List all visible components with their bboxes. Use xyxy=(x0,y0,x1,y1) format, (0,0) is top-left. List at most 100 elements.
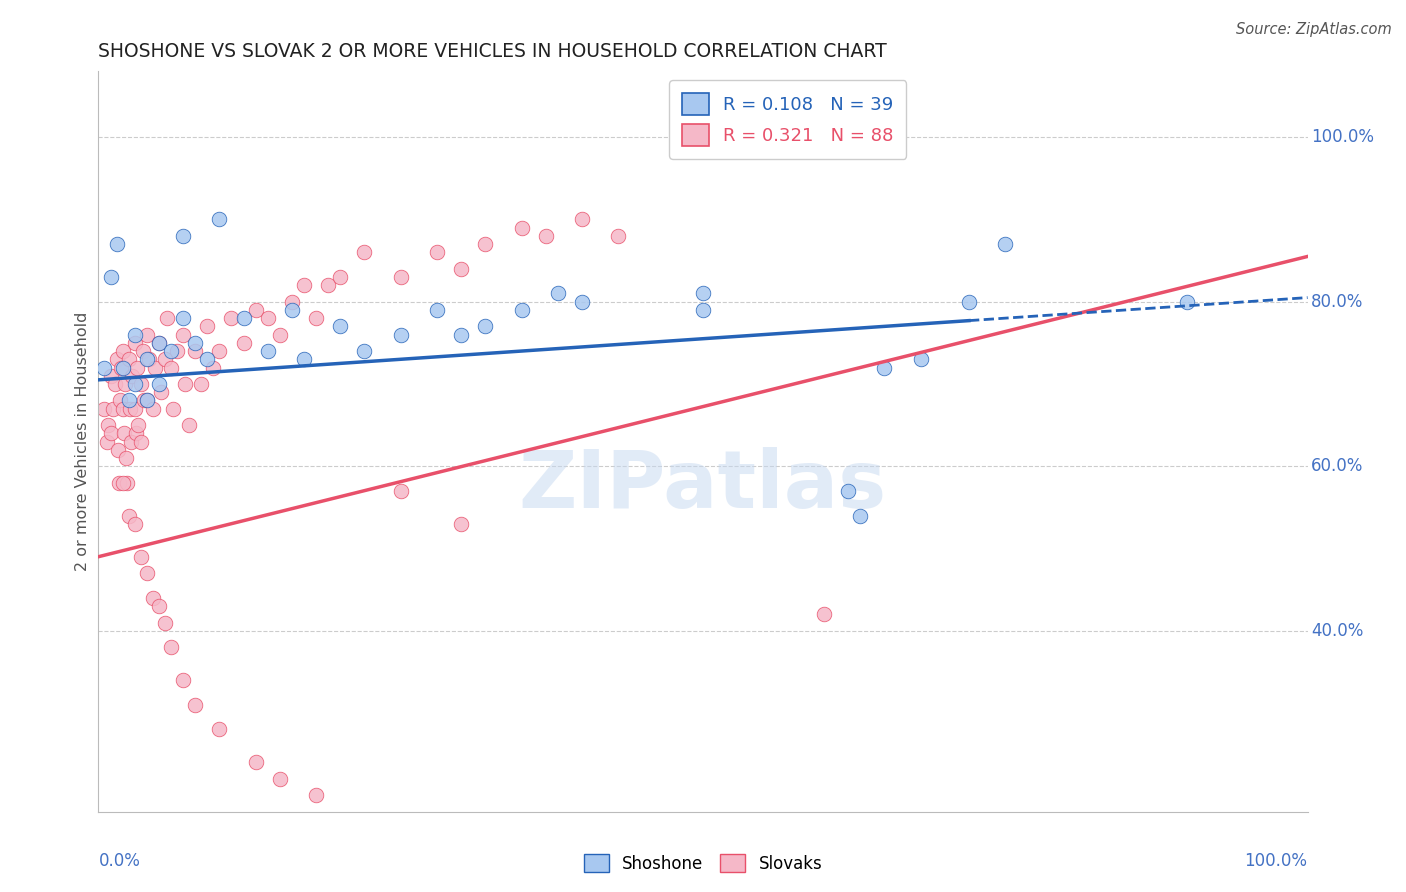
Point xyxy=(100,368,122,383)
Point xyxy=(127,360,149,375)
Point xyxy=(162,401,184,416)
Point xyxy=(172,327,194,342)
Point xyxy=(208,723,231,737)
Legend: R = 0.108   N = 39, R = 0.321   N = 88: R = 0.108 N = 39, R = 0.321 N = 88 xyxy=(669,80,907,159)
Point xyxy=(93,360,115,375)
Text: 60.0%: 60.0% xyxy=(1312,458,1364,475)
Point xyxy=(329,270,352,285)
Point xyxy=(135,327,157,342)
Point xyxy=(873,360,896,375)
Point xyxy=(353,344,375,359)
Point xyxy=(135,393,157,408)
Point xyxy=(232,335,254,350)
Point xyxy=(305,311,328,326)
Point xyxy=(256,311,278,326)
Point xyxy=(138,352,160,367)
Point xyxy=(837,483,859,498)
Point xyxy=(692,286,714,301)
Point xyxy=(221,311,243,326)
Point xyxy=(160,360,183,375)
Point xyxy=(135,352,157,367)
Point xyxy=(269,327,291,342)
Point xyxy=(108,475,131,490)
Point xyxy=(329,319,352,334)
Point xyxy=(120,434,142,449)
Point xyxy=(111,344,134,359)
Point xyxy=(208,212,231,227)
Point xyxy=(316,278,339,293)
Point xyxy=(269,772,291,786)
Point xyxy=(124,327,146,342)
Point xyxy=(124,401,146,416)
Point xyxy=(305,789,328,803)
Point xyxy=(142,401,165,416)
Point xyxy=(110,360,132,375)
Point xyxy=(571,212,593,227)
Point xyxy=(389,327,412,342)
Point xyxy=(143,360,166,375)
Point xyxy=(153,615,176,630)
Point xyxy=(150,385,173,400)
Point xyxy=(93,401,115,416)
Point xyxy=(118,352,141,367)
Point xyxy=(1175,294,1198,309)
Point xyxy=(195,352,218,367)
Point xyxy=(571,294,593,309)
Point xyxy=(135,393,157,408)
Point xyxy=(118,401,141,416)
Point xyxy=(813,607,835,622)
Point xyxy=(353,245,375,260)
Point xyxy=(97,418,120,433)
Point xyxy=(117,475,139,490)
Point xyxy=(607,228,630,243)
Point xyxy=(127,418,149,433)
Text: 0.0%: 0.0% xyxy=(98,853,141,871)
Point xyxy=(148,335,170,350)
Point xyxy=(474,237,496,252)
Point xyxy=(111,360,134,375)
Point xyxy=(450,261,472,276)
Text: 80.0%: 80.0% xyxy=(1312,293,1364,310)
Point xyxy=(153,352,176,367)
Legend: Shoshone, Slovaks: Shoshone, Slovaks xyxy=(578,847,828,880)
Point xyxy=(121,368,143,383)
Point xyxy=(114,376,136,391)
Point xyxy=(281,294,304,309)
Point xyxy=(474,319,496,334)
Point xyxy=(510,220,533,235)
Point xyxy=(994,237,1017,252)
Point xyxy=(692,302,714,317)
Point xyxy=(124,516,146,531)
Point xyxy=(245,302,267,317)
Point xyxy=(111,401,134,416)
Point xyxy=(105,352,128,367)
Point xyxy=(105,237,128,252)
Point xyxy=(129,434,152,449)
Text: SHOSHONE VS SLOVAK 2 OR MORE VEHICLES IN HOUSEHOLD CORRELATION CHART: SHOSHONE VS SLOVAK 2 OR MORE VEHICLES IN… xyxy=(98,43,887,62)
Point xyxy=(148,376,170,391)
Point xyxy=(160,344,183,359)
Point xyxy=(202,360,225,375)
Point xyxy=(160,640,183,655)
Point xyxy=(184,335,207,350)
Point xyxy=(195,319,218,334)
Point xyxy=(957,294,980,309)
Point xyxy=(108,393,131,408)
Point xyxy=(426,302,449,317)
Point xyxy=(172,311,194,326)
Point xyxy=(104,376,127,391)
Point xyxy=(118,393,141,408)
Point xyxy=(148,335,170,350)
Point xyxy=(281,302,304,317)
Text: ZIPatlas: ZIPatlas xyxy=(519,447,887,525)
Point xyxy=(142,591,165,605)
Point xyxy=(389,270,412,285)
Point xyxy=(166,344,188,359)
Point xyxy=(115,450,138,465)
Point xyxy=(125,426,148,441)
Point xyxy=(134,393,156,408)
Point xyxy=(100,426,122,441)
Point xyxy=(112,426,135,441)
Point xyxy=(256,344,278,359)
Text: 100.0%: 100.0% xyxy=(1312,128,1374,146)
